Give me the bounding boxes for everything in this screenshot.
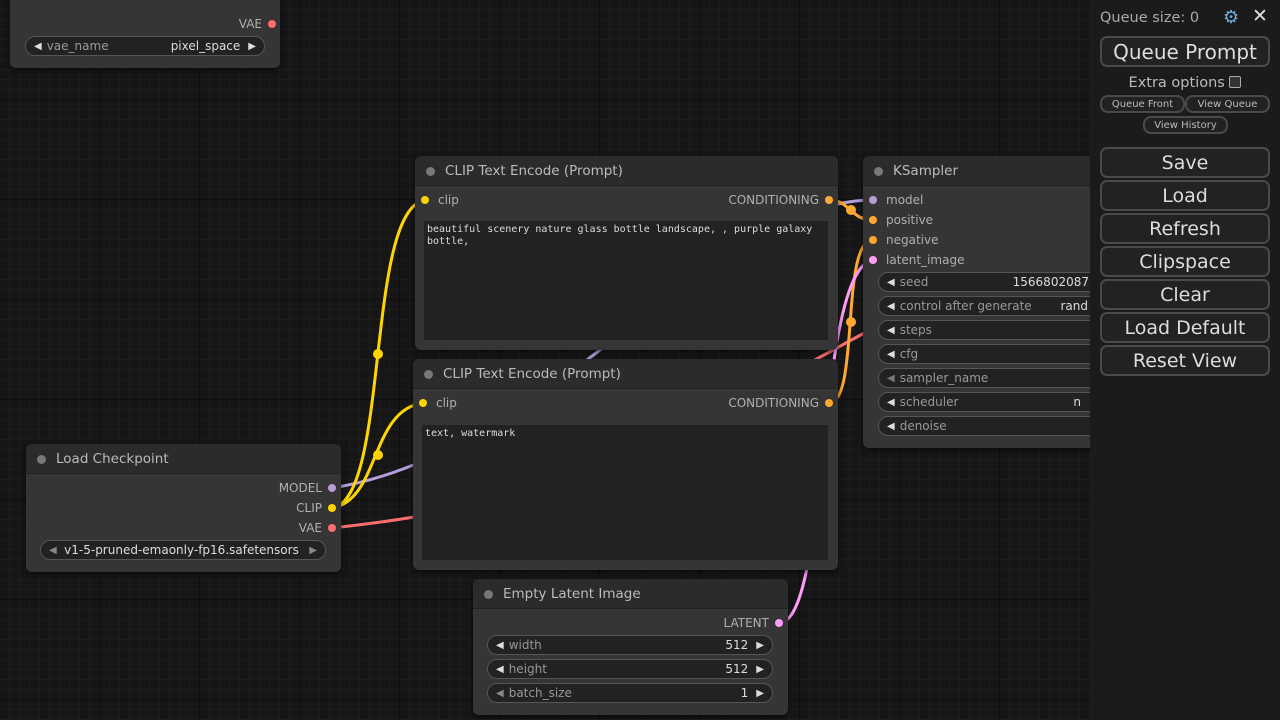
load-default-button[interactable]: Load Default xyxy=(1100,312,1270,343)
prompt-textarea[interactable]: text, watermark xyxy=(422,425,828,560)
extra-options-toggle[interactable]: Extra options xyxy=(1090,75,1280,91)
collapse-dot-icon[interactable] xyxy=(426,167,435,176)
arrow-left-icon: ◀ xyxy=(887,372,895,384)
arrow-left-icon[interactable]: ◀ xyxy=(34,40,42,52)
clip-output[interactable]: CLIP xyxy=(296,500,336,516)
latent-image-input[interactable]: latent_image xyxy=(869,252,964,268)
collapse-dot-icon[interactable] xyxy=(37,455,46,464)
model-input[interactable]: model xyxy=(869,192,923,208)
model-output[interactable]: MODEL xyxy=(279,480,336,496)
conditioning-output[interactable]: CONDITIONING xyxy=(728,192,833,208)
latent-output[interactable]: LATENT xyxy=(724,615,783,631)
load-checkpoint-node[interactable]: Load Checkpoint MODEL CLIP VAE ◀ v1-5-pru… xyxy=(26,444,341,572)
vae-output[interactable]: VAE xyxy=(239,16,276,32)
close-icon[interactable]: ✕ xyxy=(1252,5,1268,27)
arrow-right-icon: ▶ xyxy=(309,544,317,556)
arrow-left-icon: ◀ xyxy=(49,544,57,556)
queue-front-button[interactable]: Queue Front xyxy=(1100,95,1185,113)
collapse-dot-icon[interactable] xyxy=(424,370,433,379)
vae-loader-node[interactable]: VAE ◀ vae_name pixel_space ▶ xyxy=(10,0,280,68)
queue-size: Queue size: 0 xyxy=(1100,10,1200,26)
save-button[interactable]: Save xyxy=(1100,147,1270,178)
ckpt-name-widget[interactable]: ◀ v1-5-pruned-emaonly-fp16.safetensors ▶ xyxy=(40,540,326,560)
queue-panel: Queue size: 0 ⚙ ✕ Queue Prompt Extra opt… xyxy=(1090,0,1280,720)
negative-input[interactable]: negative xyxy=(869,232,938,248)
empty-latent-image-node[interactable]: Empty Latent Image LATENT ◀ width 512 ▶ ◀ he… xyxy=(473,579,788,715)
collapse-dot-icon[interactable] xyxy=(484,590,493,599)
view-history-button[interactable]: View History xyxy=(1143,116,1228,134)
reset-view-button[interactable]: Reset View xyxy=(1100,345,1270,376)
node-title[interactable]: CLIP Text Encode (Prompt) xyxy=(415,156,838,186)
vae-output[interactable]: VAE xyxy=(299,520,336,536)
arrow-left-icon: ◀ xyxy=(887,396,895,408)
height-widget[interactable]: ◀ height 512 ▶ xyxy=(487,659,773,679)
arrow-right-icon[interactable]: ▶ xyxy=(248,40,256,52)
clip-input[interactable]: clip xyxy=(419,395,457,411)
extra-options-checkbox[interactable] xyxy=(1229,76,1242,88)
clear-button[interactable]: Clear xyxy=(1100,279,1270,310)
batch-size-widget[interactable]: ◀ batch_size 1 ▶ xyxy=(487,683,773,703)
prompt-textarea[interactable]: beautiful scenery nature glass bottle la… xyxy=(424,221,828,340)
ksampler-node[interactable]: KSampler model positive negative latent_… xyxy=(863,156,1123,448)
refresh-button[interactable]: Refresh xyxy=(1100,213,1270,244)
node-title[interactable]: Load Checkpoint xyxy=(26,444,341,474)
positive-input[interactable]: positive xyxy=(869,212,933,228)
arrow-left-icon: ◀ xyxy=(887,276,895,288)
load-button[interactable]: Load xyxy=(1100,180,1270,211)
clipspace-button[interactable]: Clipspace xyxy=(1100,246,1270,277)
node-title[interactable]: CLIP Text Encode (Prompt) xyxy=(413,359,838,389)
clip-input[interactable]: clip xyxy=(421,192,459,208)
steps-widget[interactable]: ◀ steps xyxy=(878,320,1118,340)
cfg-widget[interactable]: ◀ cfg xyxy=(878,344,1118,364)
clip-text-encode-negative-node[interactable]: CLIP Text Encode (Prompt) clip CONDITION… xyxy=(413,359,838,570)
sampler-name-widget[interactable]: ◀ sampler_name xyxy=(878,368,1118,388)
conditioning-output[interactable]: CONDITIONING xyxy=(728,395,833,411)
scheduler-widget[interactable]: ◀ scheduler n xyxy=(878,392,1118,412)
arrow-left-icon: ◀ xyxy=(887,348,895,360)
node-title[interactable]: Empty Latent Image xyxy=(473,579,788,609)
seed-widget[interactable]: ◀ seed 1566802087 xyxy=(878,272,1118,292)
arrow-left-icon: ◀ xyxy=(887,324,895,336)
node-title[interactable]: KSampler xyxy=(863,156,1123,186)
denoise-widget[interactable]: ◀ denoise xyxy=(878,416,1118,436)
view-queue-button[interactable]: View Queue xyxy=(1185,95,1270,113)
collapse-dot-icon[interactable] xyxy=(874,167,883,176)
gear-icon[interactable]: ⚙ xyxy=(1223,7,1240,28)
arrow-left-icon: ◀ xyxy=(887,300,895,312)
queue-prompt-button[interactable]: Queue Prompt xyxy=(1100,36,1270,67)
clip-text-encode-positive-node[interactable]: CLIP Text Encode (Prompt) clip CONDITION… xyxy=(415,156,838,350)
vae-name-widget[interactable]: ◀ vae_name pixel_space ▶ xyxy=(25,36,265,56)
width-widget[interactable]: ◀ width 512 ▶ xyxy=(487,635,773,655)
arrow-left-icon: ◀ xyxy=(887,420,895,432)
control-after-generate-widget[interactable]: ◀ control after generate rand xyxy=(878,296,1118,316)
